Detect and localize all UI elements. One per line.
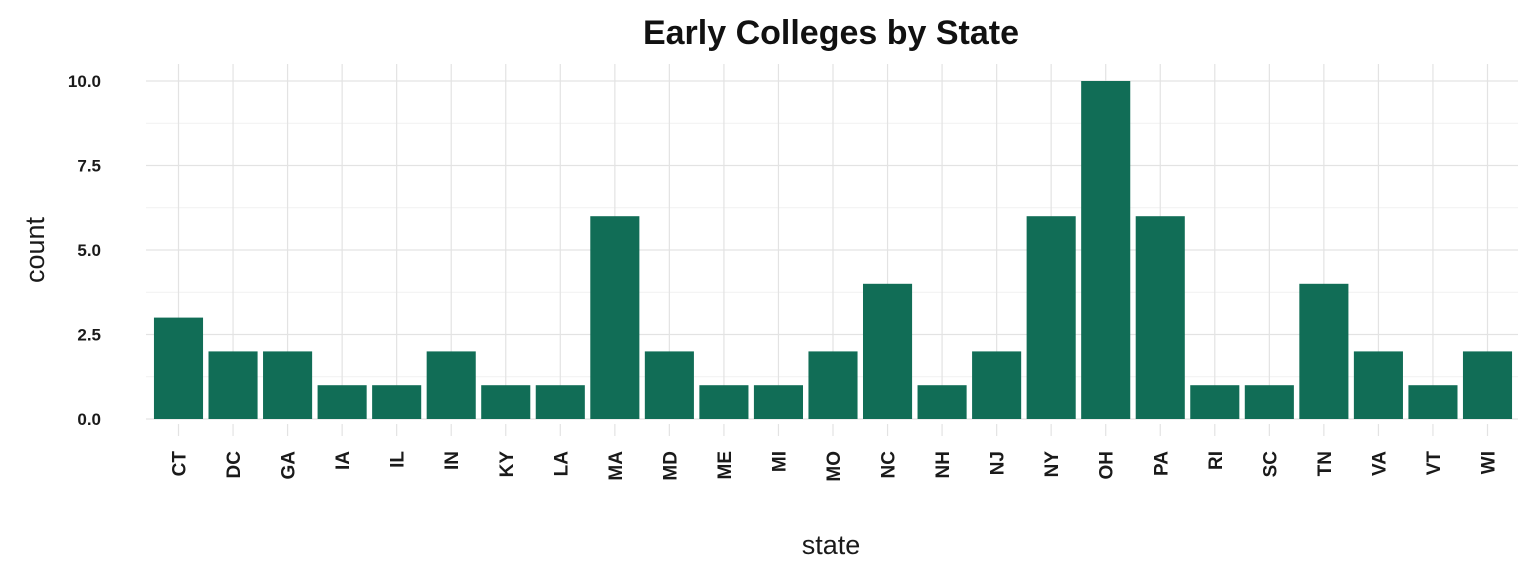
x-tick-label: RI [1206, 451, 1227, 470]
x-tick-label: ME [715, 451, 736, 480]
bar-ri [1190, 385, 1240, 419]
x-tick-label: IA [333, 451, 354, 470]
x-tick-label: PA [1151, 451, 1172, 476]
x-tick-label: WI [1479, 451, 1500, 474]
y-tick-label: 5.0 [77, 241, 101, 260]
bar-mo [808, 351, 858, 419]
x-tick-label: DC [224, 451, 245, 479]
x-tick-label: NY [1042, 451, 1063, 478]
bar-ma [590, 216, 640, 419]
y-tick-label: 7.5 [77, 157, 101, 176]
x-axis-title: state [802, 530, 861, 560]
bar-la [535, 385, 585, 419]
bar-me [699, 385, 749, 419]
chart-title: Early Colleges by State [643, 14, 1019, 52]
bar-ga [263, 351, 313, 419]
bar-ct [153, 317, 204, 419]
bar-wi [1462, 351, 1513, 419]
bar-va [1353, 351, 1403, 419]
y-axis-title: count [20, 216, 50, 283]
x-tick-label: TN [1315, 451, 1336, 476]
x-tick-label: CT [170, 451, 191, 477]
x-axis: CT DC GA IA IL IN KY LA MA MD ME MI MO NC NH NJ NY OH PA RI… [170, 424, 1500, 482]
bar-tn [1299, 283, 1349, 419]
bar-il [372, 385, 422, 419]
bar-nc [862, 283, 913, 419]
x-tick-label: SC [1260, 451, 1281, 478]
x-tick-label: IL [388, 451, 409, 468]
bar-sc [1244, 385, 1294, 419]
bar-mi [753, 385, 804, 419]
bar-oh [1081, 81, 1131, 419]
bar-in [426, 351, 476, 419]
x-tick-label: MD [660, 451, 681, 481]
bar-ky [481, 385, 531, 419]
y-axis: 0.0 2.5 5.0 7.5 10.0 [68, 72, 101, 429]
y-tick-label: 2.5 [77, 326, 101, 345]
bar-nj [972, 351, 1022, 419]
x-tick-label: NC [879, 451, 900, 479]
bar-ny [1026, 216, 1076, 419]
x-tick-label: LA [551, 451, 572, 477]
y-tick-label: 0.0 [77, 410, 101, 429]
bar-nh [917, 385, 967, 419]
x-tick-label: MI [769, 451, 790, 472]
bars [153, 81, 1513, 419]
x-tick-label: GA [279, 451, 300, 480]
x-tick-label: VT [1424, 451, 1445, 476]
bar-ia [317, 385, 367, 419]
x-tick-label: NH [933, 451, 954, 478]
x-tick-label: KY [497, 451, 518, 478]
x-tick-label: OH [1097, 451, 1118, 480]
x-tick-label: VA [1369, 451, 1390, 476]
x-tick-label: NJ [988, 451, 1009, 475]
bar-dc [208, 351, 258, 419]
bar-vt [1408, 385, 1458, 419]
x-tick-label: IN [442, 451, 463, 470]
x-tick-label: MA [606, 451, 627, 481]
x-tick-label: MO [824, 451, 845, 482]
bar-md [644, 351, 694, 419]
bar-pa [1135, 216, 1185, 419]
y-tick-label: 10.0 [68, 72, 101, 91]
